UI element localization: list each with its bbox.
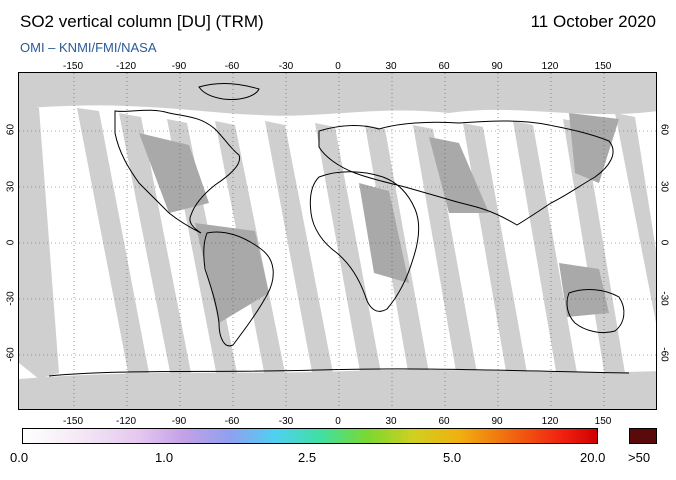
lat-tick: -60 <box>658 347 670 362</box>
colorbar-overflow-label: >50 <box>628 450 651 465</box>
lon-tick: -90 <box>171 61 187 72</box>
lon-tick: 150 <box>594 416 612 427</box>
lon-tick: 120 <box>541 61 559 72</box>
lon-tick: 150 <box>594 61 612 72</box>
lat-tick: 0 <box>5 239 17 246</box>
lon-tick: -150 <box>62 416 83 427</box>
lat-tick: 60 <box>5 123 17 136</box>
lon-tick: 30 <box>385 61 397 72</box>
date-label: 11 October 2020 <box>530 12 656 31</box>
lon-tick: -90 <box>171 416 187 427</box>
land-under-gaps <box>139 113 619 323</box>
lon-tick: 90 <box>491 416 503 427</box>
lon-tick: -60 <box>224 416 240 427</box>
colorbar-label: 1.0 <box>155 450 174 465</box>
lon-tick: -60 <box>224 61 240 72</box>
lon-tick: 0 <box>335 416 341 427</box>
colorbar-overflow-swatch <box>629 428 657 444</box>
lon-tick: 90 <box>491 61 503 72</box>
coastlines <box>48 82 630 377</box>
australia-coast <box>566 289 625 334</box>
antarctic-no-data <box>19 369 656 409</box>
lat-tick: 30 <box>658 180 670 193</box>
lat-tick: 0 <box>658 239 670 246</box>
lat-tick: -60 <box>5 347 17 362</box>
colorbar-label: 20.0 <box>580 450 606 465</box>
arctic-no-data <box>19 73 656 116</box>
lon-tick: -30 <box>278 61 294 72</box>
lat-tick: 60 <box>658 123 670 136</box>
lon-tick: -30 <box>278 416 294 427</box>
antarctica-coast <box>48 368 630 377</box>
greenland-coast <box>198 82 260 100</box>
page-title: SO2 vertical column [DU] (TRM) <box>20 12 264 31</box>
lon-tick: -120 <box>115 61 136 72</box>
credit-line: OMI – KNMI/FMI/NASA <box>20 40 157 55</box>
colorbar-label: 2.5 <box>298 450 317 465</box>
lon-tick: 120 <box>541 416 559 427</box>
so2-map[interactable] <box>18 72 657 410</box>
colorbar-label: 5.0 <box>443 450 462 465</box>
colorbar <box>22 428 598 444</box>
africa-coast <box>309 171 420 312</box>
lat-tick: -30 <box>658 291 670 306</box>
lon-tick: 60 <box>438 416 450 427</box>
eurasia-coast <box>318 120 614 226</box>
lat-tick: -30 <box>5 291 17 306</box>
map-canvas <box>19 73 656 409</box>
north-america-coast <box>114 109 241 234</box>
lon-tick: 60 <box>438 61 450 72</box>
lon-tick: 30 <box>385 416 397 427</box>
lon-tick: -120 <box>115 416 136 427</box>
graticule <box>19 73 656 409</box>
lon-tick: 0 <box>335 61 341 72</box>
lon-tick: -150 <box>62 61 83 72</box>
colorbar-label: 0.0 <box>10 450 29 465</box>
lat-tick: 30 <box>5 180 17 193</box>
